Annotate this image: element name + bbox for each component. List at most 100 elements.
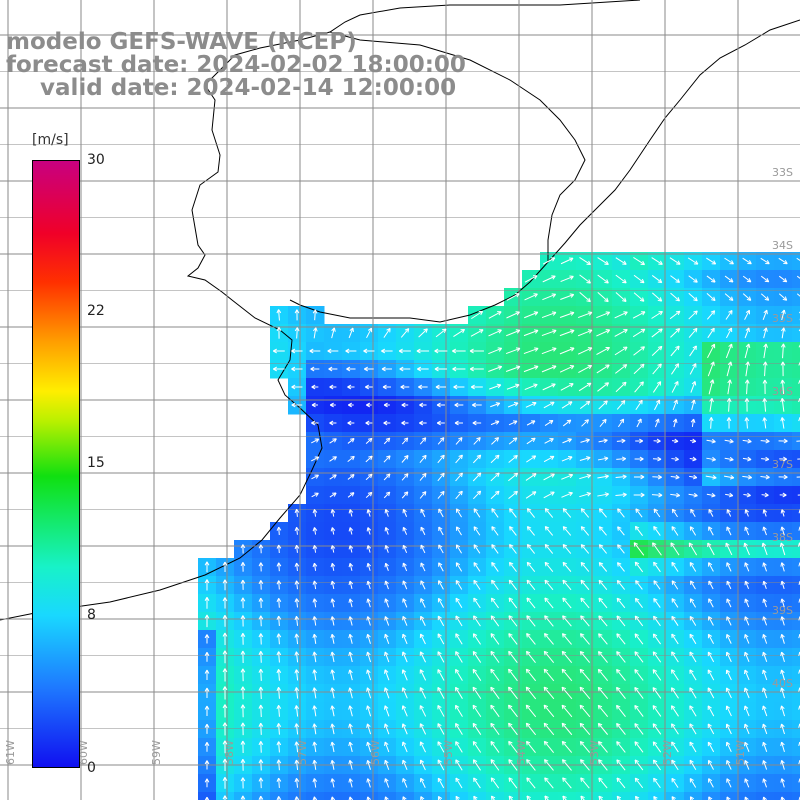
- wind-arrow: [437, 741, 445, 753]
- wind-arrow: [726, 417, 732, 429]
- wind-arrow: [437, 705, 445, 717]
- wind-arrow: [561, 704, 573, 718]
- wind-arrow: [560, 383, 574, 391]
- wind-arrow: [455, 437, 463, 445]
- wind-arrow: [762, 669, 768, 681]
- wind-arrow: [523, 347, 539, 355]
- wind-arrow: [762, 509, 768, 517]
- wind-arrow: [633, 474, 645, 480]
- wind-arrow: [472, 741, 482, 753]
- colorbar-unit: [m/s]: [32, 132, 69, 148]
- wind-arrow: [725, 651, 732, 663]
- latitude-label: 40S: [772, 677, 793, 690]
- wind-arrow: [311, 474, 319, 480]
- wind-arrow: [222, 614, 228, 627]
- wind-arrow: [706, 456, 716, 462]
- wind-arrow: [508, 597, 518, 609]
- wind-arrow: [778, 293, 788, 301]
- wind-arrow: [634, 741, 644, 753]
- wind-arrow: [276, 633, 282, 645]
- wind-arrow: [366, 651, 372, 663]
- wind-arrow: [294, 687, 300, 699]
- wind-arrow: [508, 722, 518, 736]
- wind-arrow: [491, 561, 499, 572]
- wind-arrow: [744, 327, 750, 339]
- wind-arrow: [258, 615, 264, 627]
- wind-arrow: [384, 580, 389, 590]
- wind-arrow: [204, 742, 210, 752]
- wind-arrow: [312, 545, 318, 553]
- wind-arrow: [525, 740, 536, 753]
- wind-cell: [522, 792, 541, 800]
- wind-arrow: [309, 348, 321, 354]
- wind-arrow: [634, 687, 644, 699]
- wind-arrow: [652, 705, 662, 717]
- wind-arrow: [473, 777, 481, 789]
- wind-arrow: [524, 275, 538, 283]
- wind-arrow: [222, 597, 228, 609]
- wind-arrow: [708, 379, 715, 395]
- wind-cell: [378, 792, 397, 800]
- wind-cell: [648, 792, 667, 800]
- wind-arrow: [526, 561, 536, 572]
- wind-arrow: [652, 687, 662, 699]
- wind-arrow: [490, 650, 500, 663]
- wind-arrow: [348, 651, 353, 663]
- wind-arrow: [437, 651, 445, 663]
- wind-arrow: [580, 526, 590, 536]
- wind-arrow: [634, 669, 644, 681]
- wind-arrow: [762, 526, 767, 536]
- wind-arrow: [312, 723, 318, 735]
- wind-arrow: [579, 740, 591, 753]
- wind-arrow: [708, 580, 714, 590]
- wind-cell: [558, 792, 577, 800]
- wind-arrow: [561, 401, 573, 409]
- wind-arrow: [508, 668, 518, 682]
- wind-arrow: [469, 366, 484, 372]
- wind-cell: [792, 648, 800, 667]
- wind-arrow: [312, 651, 318, 663]
- river-estuary: [329, 31, 586, 262]
- wind-arrow: [744, 398, 750, 412]
- wind-arrow: [597, 474, 609, 479]
- wind-arrow: [780, 379, 786, 395]
- latitude-label: 38S: [772, 531, 793, 544]
- wind-arrow: [472, 686, 482, 700]
- wind-arrow: [744, 526, 750, 536]
- wind-arrow: [490, 454, 500, 464]
- wind-arrow: [762, 309, 768, 321]
- wind-arrow: [779, 492, 787, 498]
- wind-arrow: [744, 616, 750, 626]
- wind-arrow: [204, 669, 210, 680]
- wind-arrow: [525, 668, 537, 682]
- wind-arrow: [615, 274, 627, 284]
- wind-arrow: [240, 704, 246, 718]
- wind-arrow: [726, 616, 732, 626]
- latitude-label: 36S: [772, 385, 793, 398]
- wind-cell: [792, 684, 800, 703]
- wind-arrow: [725, 310, 733, 320]
- wind-arrow: [579, 722, 591, 736]
- wind-cell: [486, 792, 505, 800]
- wind-arrow: [383, 687, 390, 699]
- valid-date: valid date: 2024-02-14 12:00:00: [40, 75, 457, 101]
- wind-arrow: [672, 399, 678, 411]
- wind-arrow: [762, 778, 768, 788]
- wind-arrow: [598, 579, 608, 590]
- wind-arrow: [526, 455, 537, 463]
- wind-arrow: [723, 474, 735, 480]
- wind-arrow: [796, 275, 800, 279]
- wind-arrow: [689, 456, 697, 462]
- wind-arrow: [240, 597, 246, 609]
- wind-arrow: [561, 722, 573, 736]
- wind-cell: [792, 504, 800, 523]
- wind-arrow: [562, 579, 572, 591]
- wind-arrow: [671, 651, 679, 663]
- wind-arrow: [508, 633, 518, 645]
- wind-arrow: [633, 292, 645, 302]
- wind-arrow: [490, 740, 500, 753]
- wind-arrow: [312, 580, 318, 590]
- wind-arrow: [455, 633, 463, 645]
- wind-arrow: [634, 705, 644, 717]
- wind-arrow: [420, 526, 426, 536]
